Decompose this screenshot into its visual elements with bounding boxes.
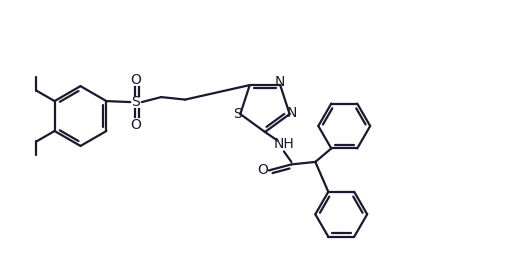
Text: S: S [131, 95, 140, 109]
Text: N: N [286, 106, 297, 119]
Text: S: S [233, 107, 242, 121]
Text: O: O [258, 163, 269, 177]
Text: O: O [130, 73, 141, 87]
Text: O: O [130, 118, 141, 132]
Text: N: N [275, 75, 285, 89]
Text: NH: NH [274, 138, 294, 151]
